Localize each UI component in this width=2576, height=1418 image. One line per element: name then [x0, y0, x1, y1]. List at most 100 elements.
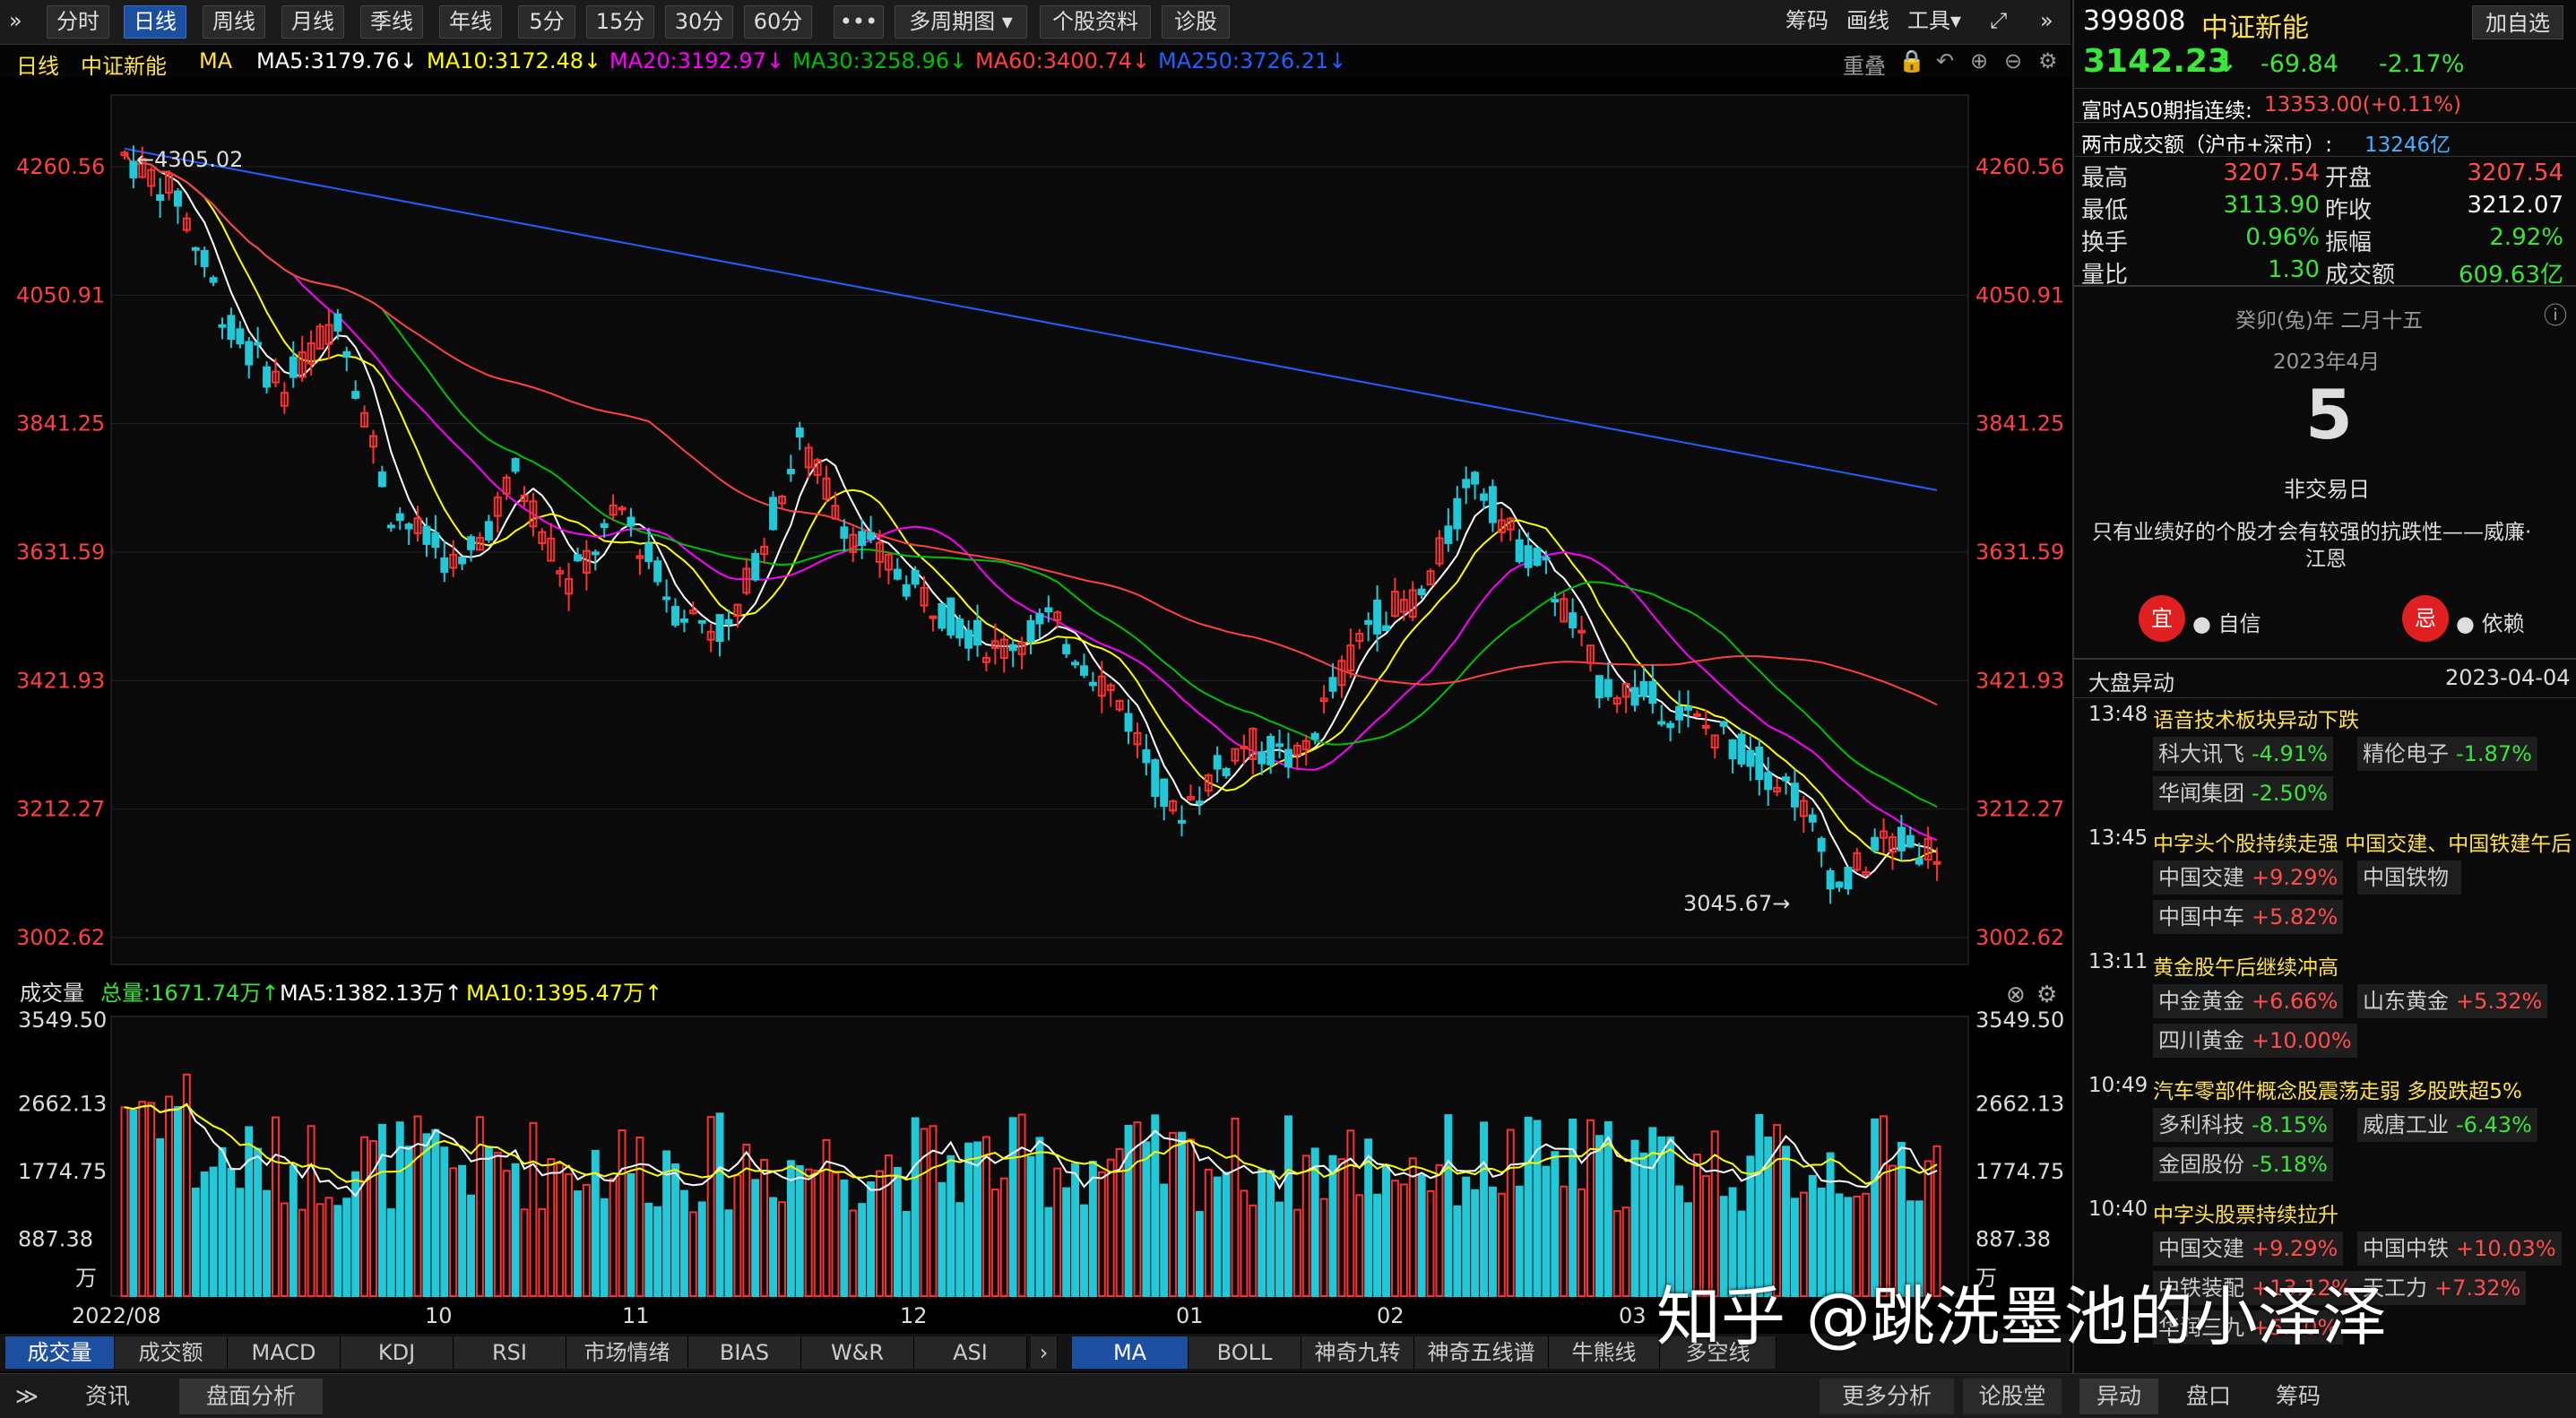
undo-icon[interactable]: ↶ — [1936, 48, 1955, 73]
stock-tag[interactable]: 中国中铁 +10.03% — [2357, 1232, 2562, 1266]
multi-period-dropdown[interactable]: 多周期图 ▾ — [895, 5, 1027, 39]
more-analysis-button[interactable]: 更多分析 — [1820, 1379, 1954, 1414]
zoom-in-icon[interactable]: ⊕ — [1970, 48, 1989, 73]
overlay-tab[interactable]: BOLL — [1189, 1336, 1301, 1369]
overlay-tab[interactable]: 神奇九转 — [1301, 1336, 1414, 1369]
indicator-tab[interactable]: KDJ — [341, 1336, 454, 1369]
stock-tag[interactable]: 天工力 +7.32% — [2357, 1271, 2527, 1305]
alert-title[interactable]: 中字头个股持续走强 中国交建、中国铁建午后 — [2153, 833, 2572, 856]
period-tab-60min[interactable]: 60分 — [744, 5, 812, 39]
indicator-tab[interactable]: W&R — [801, 1336, 914, 1369]
stock-tag[interactable]: 中铁装配 +13.12% — [2153, 1271, 2357, 1305]
candle — [1222, 768, 1231, 776]
period-tab-monthly[interactable]: 月线 — [281, 5, 344, 39]
quote-panel: 399808 中证新能 加自选 3142.23 ↓ -69.84 -2.17% … — [2072, 0, 2576, 1373]
tab-market-analysis[interactable]: 盘面分析 — [179, 1379, 323, 1414]
stock-tag[interactable]: 科大讯飞 -4.91% — [2153, 737, 2333, 771]
tab-alerts[interactable]: 异动 — [2079, 1379, 2158, 1414]
candle — [804, 446, 813, 469]
stock-tag[interactable]: 华闻集团 -2.50% — [2153, 776, 2333, 810]
alert-title[interactable]: 汽车零部件概念股震荡走弱 多股跌超5% — [2153, 1080, 2522, 1103]
stock-tag[interactable]: 中金黄金 +6.66% — [2153, 984, 2344, 1018]
next-icon[interactable]: » — [2040, 8, 2053, 33]
period-tab-daily[interactable]: 日线 — [124, 5, 186, 39]
expand-icon[interactable]: ⤢ — [1990, 8, 2008, 33]
candle — [289, 356, 298, 378]
stock-tag[interactable]: 中国交建 +9.29% — [2153, 860, 2344, 895]
more-periods-button[interactable]: ••• — [834, 5, 884, 39]
stock-tag[interactable]: 威唐工业 -6.43% — [2357, 1108, 2537, 1142]
indicator-tab[interactable]: MACD — [228, 1336, 341, 1369]
indicator-tab[interactable]: RSI — [454, 1336, 566, 1369]
add-watchlist-button[interactable]: 加自选 — [2472, 5, 2563, 39]
stock-tag[interactable]: 华润三九 +5.10% — [2153, 1310, 2344, 1345]
indicator-tab[interactable]: ASI — [914, 1336, 1027, 1369]
tab-order-book[interactable]: 盘口 — [2185, 1383, 2231, 1409]
candle — [1799, 800, 1808, 817]
volume-bar — [813, 1170, 822, 1298]
stock-tag[interactable]: 山东黄金 +5.32% — [2357, 984, 2548, 1018]
info-icon[interactable]: ⓘ — [2544, 303, 2568, 330]
chips-button[interactable]: 筹码 — [1785, 8, 1828, 33]
alert-title[interactable]: 黄金股午后继续冲高 — [2153, 956, 2338, 980]
stock-tag[interactable]: 多利科技 -8.15% — [2153, 1108, 2333, 1142]
forum-button[interactable]: 论股堂 — [1963, 1379, 2062, 1414]
tools-dropdown[interactable]: 工具▾ — [1907, 5, 1961, 39]
tab-chips[interactable]: 筹码 — [2275, 1383, 2321, 1409]
overlay-tab[interactable]: MA — [1072, 1336, 1189, 1369]
overlay-tab[interactable]: 多空线 — [1660, 1336, 1776, 1369]
settings-icon[interactable]: ⚙ — [2038, 48, 2058, 73]
overlay-button[interactable]: 重叠 — [1843, 54, 1886, 79]
period-tab-quarterly[interactable]: 季线 — [360, 5, 423, 39]
lock-icon[interactable]: 🔒 — [1898, 48, 1925, 73]
period-tab-5min[interactable]: 5分 — [518, 5, 575, 39]
stock-tag[interactable]: 四川黄金 +10.00% — [2153, 1024, 2357, 1058]
volume-bar — [263, 1189, 272, 1297]
period-tab-30min[interactable]: 30分 — [665, 5, 733, 39]
candle — [1008, 644, 1017, 652]
candle — [351, 391, 360, 399]
period-tab-intraday[interactable]: 分时 — [47, 5, 109, 39]
period-tab-15min[interactable]: 15分 — [586, 5, 654, 39]
stock-tag[interactable]: 金固股份 -5.18% — [2153, 1147, 2333, 1181]
candle — [1231, 748, 1240, 762]
stock-tag[interactable]: 精伦电子 -1.87% — [2357, 737, 2537, 771]
collapse-icon[interactable]: ≫ — [14, 1383, 39, 1409]
draw-line-button[interactable]: 画线 — [1846, 8, 1889, 33]
volume-bar — [733, 1174, 742, 1298]
diagnose-button[interactable]: 诊股 — [1162, 5, 1230, 39]
alert-title[interactable]: 中字头股票持续拉升 — [2153, 1204, 2338, 1227]
candle — [422, 525, 431, 545]
period-tab-yearly[interactable]: 年线 — [439, 5, 502, 39]
volume-bar — [1871, 1118, 1880, 1297]
period-tab-weekly[interactable]: 周线 — [203, 5, 265, 39]
candle — [191, 246, 200, 251]
stat-label: 最低 — [2081, 197, 2129, 224]
indicator-tab[interactable]: 成交额 — [115, 1336, 228, 1369]
stock-tag[interactable]: 中国中车 +5.82% — [2153, 900, 2344, 934]
volume-bar — [1017, 1113, 1026, 1297]
tab-news[interactable]: 资讯 — [84, 1383, 130, 1409]
volume-bar — [129, 1109, 138, 1297]
stock-tag-name: 天工力 — [2363, 1275, 2427, 1301]
volume-bar — [1604, 1120, 1612, 1297]
alert-title[interactable]: 语音技术板块异动下跌 — [2153, 709, 2359, 732]
volume-bar — [1346, 1129, 1355, 1297]
stock-profile-button[interactable]: 个股资料 — [1040, 5, 1151, 39]
volume-bar — [156, 1137, 165, 1297]
candle — [1151, 759, 1160, 798]
kline-chart[interactable]: 4260.56 4260.56 4050.91 4050.91 3841.25 3841.… — [0, 77, 2070, 1334]
zoom-out-icon[interactable]: ⊖ — [2004, 48, 2023, 73]
volume-bar — [1648, 1127, 1657, 1297]
overlay-tab[interactable]: 神奇五线谱 — [1414, 1336, 1549, 1369]
stock-tag[interactable]: 中国交建 +9.29% — [2153, 1232, 2344, 1266]
collapse-icon[interactable]: » — [9, 8, 22, 33]
stock-tag[interactable]: 中国铁物 — [2357, 860, 2461, 895]
chevron-right-icon[interactable]: › — [1031, 1336, 1058, 1369]
indicator-tab[interactable]: 市场情绪 — [566, 1336, 688, 1369]
indicator-tab[interactable]: 成交量 — [5, 1336, 115, 1369]
overlay-tab[interactable]: 牛熊线 — [1549, 1336, 1660, 1369]
candle — [831, 505, 840, 520]
indicator-tab[interactable]: BIAS — [688, 1336, 801, 1369]
volume-bar — [1923, 1160, 1932, 1298]
